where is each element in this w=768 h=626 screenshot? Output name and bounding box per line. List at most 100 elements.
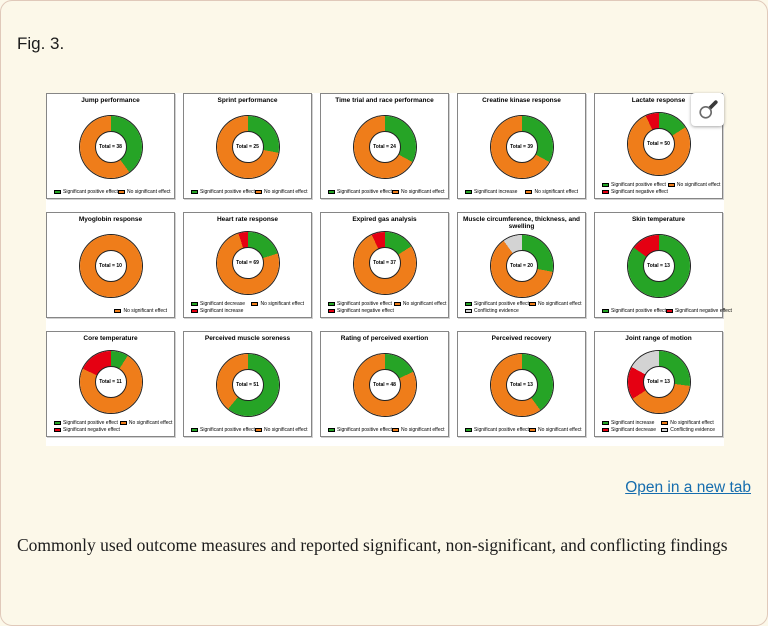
donut-area: Total = 38	[49, 105, 172, 189]
legend-label: No significant effect	[400, 427, 445, 433]
donut-chart: Total = 51	[216, 354, 279, 416]
donut-center: Total = 50	[642, 127, 675, 160]
chart-legend: Significant positive effect No significan…	[186, 427, 309, 434]
chart-grid: Jump performance Total = 38 Significant po…	[46, 93, 732, 437]
legend-column: Significant positive effect	[328, 189, 392, 195]
donut-chart: Total = 37	[353, 231, 416, 294]
chart-total-label: Total = 20	[510, 262, 533, 269]
legend-column: Significant negative effect	[665, 308, 732, 314]
donut-area: Total = 69	[186, 224, 309, 301]
legend-column: Significant positive effect	[54, 189, 118, 195]
legend-entry: Significant positive effect	[191, 427, 255, 433]
open-new-tab-link[interactable]: Open in a new tab	[625, 479, 751, 496]
donut-area: Total = 48	[323, 343, 446, 427]
donut-center: Total = 11	[94, 365, 127, 398]
legend-column: No significant effect	[525, 189, 578, 195]
chart-panel: Sprint performance Total = 25 Significant …	[183, 93, 312, 199]
chart-panel: Muscle circumference, thickness, and swe…	[457, 212, 586, 318]
legend-label: No significant effect	[263, 427, 308, 433]
donut-center: Total = 13	[505, 369, 538, 401]
legend-swatch	[54, 428, 61, 432]
legend-entry: No significant effect	[528, 301, 582, 307]
chart-total-label: Total = 50	[647, 140, 670, 147]
legend-label: No significant effect	[537, 427, 582, 433]
legend-swatch	[393, 302, 401, 306]
legend-column: Significant positive effect	[602, 308, 666, 314]
legend-column: No significant effect	[528, 301, 582, 314]
chart-total-label: Total = 13	[647, 378, 670, 385]
chart-title: Joint range of motion	[625, 335, 692, 342]
legend-swatch	[328, 428, 335, 432]
legend-label: No significant effect	[126, 189, 171, 195]
legend-entry: Significant positive effect	[465, 301, 529, 307]
donut-area: Total = 51	[186, 343, 309, 427]
legend-swatch	[465, 309, 472, 313]
legend-label: Significant positive effect	[474, 301, 529, 307]
legend-entry: No significant effect	[391, 427, 445, 433]
legend-label: No significant effect	[123, 308, 167, 314]
legend-swatch	[602, 428, 609, 432]
legend-label: No significant effect	[402, 301, 447, 307]
chart-total-label: Total = 69	[236, 259, 259, 266]
legend-entry: No significant effect	[525, 189, 578, 195]
chart-panel: Jump performance Total = 38 Significant po…	[46, 93, 175, 199]
donut-chart: Total = 13	[490, 354, 553, 416]
magnifier-icon	[698, 99, 718, 119]
legend-swatch	[667, 183, 675, 187]
donut-center: Total = 51	[231, 369, 264, 401]
legend-entry: Significant positive effect	[328, 301, 394, 307]
legend-entry: Significant positive effect	[191, 189, 255, 195]
chart-total-label: Total = 38	[99, 144, 122, 150]
chart-title: Myoglobin response	[78, 216, 143, 223]
legend-column: No significant effect	[254, 189, 308, 195]
donut-center: Total = 25	[231, 131, 264, 163]
chart-title: Core temperature	[83, 335, 138, 342]
donut-area: Total = 25	[186, 105, 309, 189]
legend-swatch	[328, 302, 335, 306]
legend-label: No significant effect	[676, 182, 721, 188]
chart-total-label: Total = 48	[373, 382, 396, 388]
chart-title: Sprint performance	[217, 97, 278, 104]
legend-column: Significant positive effect	[191, 189, 255, 195]
legend-column: No significant effect	[117, 189, 171, 195]
legend-swatch	[528, 428, 536, 432]
legend-swatch	[191, 309, 198, 313]
legend-column: Significant positive effect Significant n…	[54, 420, 120, 433]
legend-swatch	[391, 428, 399, 432]
chart-legend: Significant positive effect Significant n…	[597, 308, 732, 315]
legend-column: No significant effect	[254, 427, 308, 433]
legend-label: Significant positive effect	[63, 420, 118, 426]
legend-label: Significant increase	[611, 420, 655, 426]
chart-legend: Significant positive effect No significan…	[186, 189, 309, 196]
zoom-button[interactable]	[691, 93, 724, 126]
donut-chart: Total = 25	[216, 116, 279, 178]
chart-title: Rating of perceived exertion	[340, 335, 429, 342]
legend-label: Significant positive effect	[611, 308, 666, 314]
chart-total-label: Total = 11	[99, 378, 122, 385]
legend-entry: Significant negative effect	[328, 308, 394, 314]
legend-column: No significant effect	[667, 182, 721, 195]
legend-label: Significant negative effect	[674, 308, 732, 314]
donut-area: Total = 20	[460, 231, 583, 301]
legend-entry: Significant negative effect	[665, 308, 732, 314]
legend-label: No significant effect	[537, 301, 582, 307]
chart-legend: Significant positive effect Significant n…	[597, 182, 720, 196]
chart-legend: Significant positive effect No significan…	[460, 427, 583, 434]
chart-panel: Myoglobin response Total = 10 No significa…	[46, 212, 175, 318]
legend-swatch	[254, 428, 262, 432]
donut-center: Total = 48	[368, 369, 401, 401]
legend-column: No significant effect	[114, 308, 167, 314]
donut-chart: Total = 38	[79, 116, 142, 178]
legend-swatch	[465, 428, 472, 432]
chart-panel: Time trial and race performance Total = 2…	[320, 93, 449, 199]
legend-entry: Significant positive effect	[602, 182, 668, 188]
legend-label: No significant effect	[263, 189, 308, 195]
legend-entry: Significant positive effect	[465, 427, 529, 433]
chart-panel: Skin temperature Total = 13 Significant po…	[594, 212, 732, 318]
legend-entry: Significant positive effect	[328, 189, 392, 195]
chart-legend: No significant effect	[49, 308, 172, 315]
legend-label: No significant effect	[400, 189, 445, 195]
chart-total-label: Total = 10	[99, 263, 122, 269]
legend-column: No significant effect	[391, 189, 445, 195]
legend-swatch	[661, 421, 669, 425]
